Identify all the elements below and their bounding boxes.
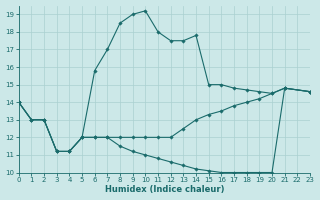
X-axis label: Humidex (Indice chaleur): Humidex (Indice chaleur) xyxy=(105,185,224,194)
